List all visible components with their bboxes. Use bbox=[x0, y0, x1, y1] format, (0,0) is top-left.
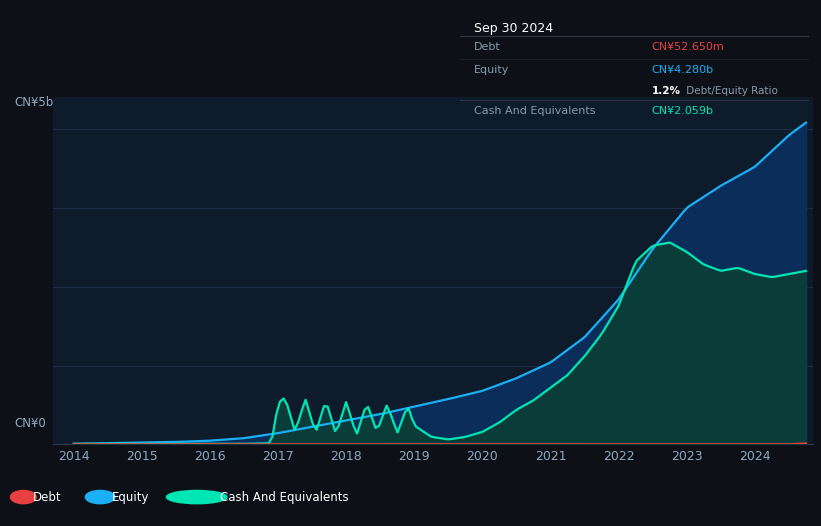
Circle shape bbox=[85, 490, 115, 504]
Text: CN¥4.280b: CN¥4.280b bbox=[652, 65, 713, 75]
Text: 1.2%: 1.2% bbox=[652, 86, 681, 96]
Text: CN¥0: CN¥0 bbox=[15, 417, 47, 430]
Text: Equity: Equity bbox=[474, 65, 509, 75]
Text: Sep 30 2024: Sep 30 2024 bbox=[474, 23, 553, 35]
Text: CN¥52.650m: CN¥52.650m bbox=[652, 42, 724, 52]
Circle shape bbox=[11, 490, 36, 504]
Text: Debt: Debt bbox=[474, 42, 501, 52]
Text: Cash And Equivalents: Cash And Equivalents bbox=[474, 106, 595, 116]
Text: Equity: Equity bbox=[112, 491, 149, 503]
Text: CN¥5b: CN¥5b bbox=[15, 96, 54, 109]
Text: Debt: Debt bbox=[34, 491, 62, 503]
Text: Cash And Equivalents: Cash And Equivalents bbox=[220, 491, 349, 503]
Circle shape bbox=[167, 490, 227, 504]
Text: CN¥2.059b: CN¥2.059b bbox=[652, 106, 713, 116]
Text: Debt/Equity Ratio: Debt/Equity Ratio bbox=[683, 86, 778, 96]
